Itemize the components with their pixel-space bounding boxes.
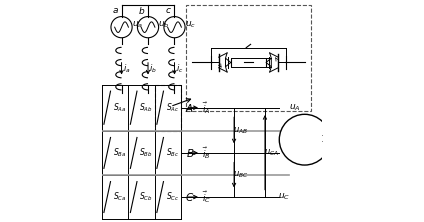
Text: $u_{BC}$: $u_{BC}$ <box>233 170 248 180</box>
Text: $u_B$: $u_B$ <box>289 148 301 158</box>
Text: $S_{{Ab}}$: $S_{{Ab}}$ <box>139 101 153 114</box>
Text: $C$: $C$ <box>185 191 195 203</box>
Text: $u_a$: $u_a$ <box>132 20 143 30</box>
Text: $u_c$: $u_c$ <box>185 20 196 30</box>
Text: $u_b$: $u_b$ <box>159 20 170 30</box>
Text: PMSM: PMSM <box>285 135 324 144</box>
Text: $S_{{Bc}}$: $S_{{Bc}}$ <box>166 147 179 159</box>
Text: $i_a$: $i_a$ <box>123 62 130 75</box>
Text: $c$: $c$ <box>165 6 172 15</box>
Text: $u_A$: $u_A$ <box>289 102 301 113</box>
Text: $i_c$: $i_c$ <box>176 62 183 75</box>
Text: $S_{{Ca}}$: $S_{{Ca}}$ <box>113 191 126 203</box>
Text: $S_{{Ba}}$: $S_{{Ba}}$ <box>113 147 126 159</box>
Text: $a$: $a$ <box>112 6 119 15</box>
Text: $S_{{Aa}}$: $S_{{Aa}}$ <box>113 101 126 114</box>
Text: $\vec{i}_B$: $\vec{i}_B$ <box>202 145 211 161</box>
Text: $\vec{i}_C$: $\vec{i}_C$ <box>202 189 211 205</box>
Bar <box>186 5 311 111</box>
Text: $\vec{i}_A$: $\vec{i}_A$ <box>202 100 211 115</box>
Circle shape <box>279 114 330 165</box>
Text: $b$: $b$ <box>138 5 145 16</box>
Text: $S_{{Bb}}$: $S_{{Bb}}$ <box>139 147 153 159</box>
Bar <box>155 85 181 131</box>
Text: $u_{CA}$: $u_{CA}$ <box>264 147 279 158</box>
Text: $i_b$: $i_b$ <box>149 62 157 75</box>
Text: $u_C$: $u_C$ <box>278 192 290 202</box>
Text: $S_{{Cc}}$: $S_{{Cc}}$ <box>165 191 179 203</box>
Text: $B$: $B$ <box>186 147 194 159</box>
Text: $S_{{Ac}}$: $S_{{Ac}}$ <box>166 101 179 114</box>
Text: $u_{AB}$: $u_{AB}$ <box>233 125 248 136</box>
Text: $A$: $A$ <box>185 102 195 114</box>
Text: $S_{{Cb}}$: $S_{{Cb}}$ <box>139 191 153 203</box>
